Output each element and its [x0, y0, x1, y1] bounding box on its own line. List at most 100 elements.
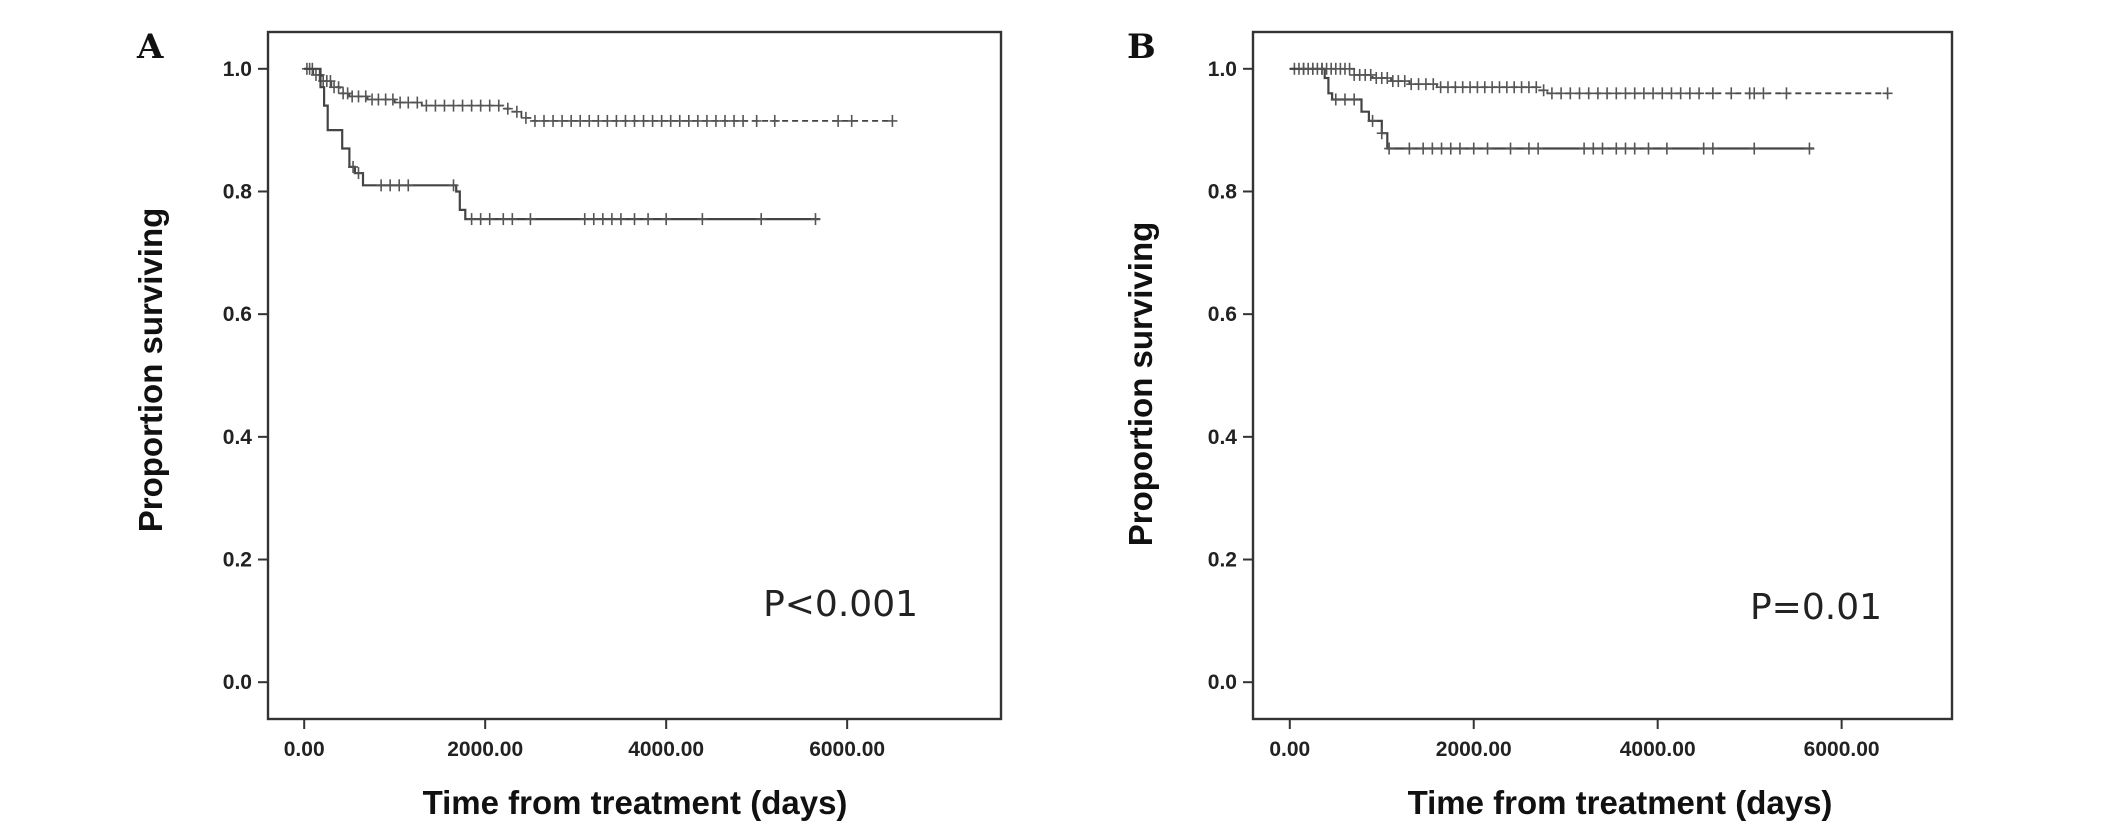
- censor-mark: [1382, 72, 1393, 85]
- y-tick-label: 0.8: [223, 180, 253, 203]
- censor-mark: [575, 114, 586, 127]
- y-tick-label: 0.6: [223, 303, 252, 326]
- y-tick-label: 0.2: [223, 549, 252, 572]
- censor-mark: [665, 114, 676, 127]
- panel-b-x-ticks: 0.00 2000.00 4000.00 6000.00: [1269, 719, 1880, 761]
- censor-mark: [710, 114, 721, 127]
- censor-mark: [1707, 142, 1718, 155]
- censor-mark: [1684, 87, 1695, 100]
- y-tick-label: 0.0: [1208, 671, 1237, 694]
- censor-mark: [1620, 87, 1631, 100]
- censor-mark: [606, 213, 617, 226]
- censor-mark: [1726, 87, 1737, 100]
- censor-mark: [1707, 87, 1718, 100]
- censor-mark: [602, 114, 613, 127]
- censor-mark: [1597, 142, 1608, 155]
- censor-mark: [1629, 87, 1640, 100]
- x-tick-label: 6000.00: [809, 738, 885, 761]
- censor-mark: [1298, 62, 1309, 75]
- censor-mark: [1538, 84, 1549, 97]
- censor-mark: [507, 213, 518, 226]
- censor-mark: [1330, 93, 1341, 106]
- censor-mark: [360, 90, 371, 103]
- censor-mark: [1505, 142, 1516, 155]
- censor-mark: [439, 99, 450, 112]
- censor-mark: [1365, 68, 1376, 81]
- censor-mark: [719, 114, 730, 127]
- censor-mark: [387, 93, 398, 106]
- censor-mark: [738, 114, 749, 127]
- censor-mark: [1307, 62, 1318, 75]
- censor-mark: [539, 114, 550, 127]
- censor-mark: [638, 114, 649, 127]
- censor-mark: [683, 114, 694, 127]
- censor-mark: [1574, 87, 1585, 100]
- censor-mark: [1531, 81, 1542, 94]
- censor-mark: [579, 213, 590, 226]
- censor-mark: [1482, 142, 1493, 155]
- censor-mark: [1445, 142, 1456, 155]
- censor-mark: [412, 96, 423, 109]
- panel-b-series: [1289, 62, 1893, 155]
- censor-mark: [1384, 142, 1395, 155]
- censor-mark: [1533, 142, 1544, 155]
- censor-mark: [643, 213, 654, 226]
- x-tick-label: 2000.00: [1436, 738, 1512, 761]
- x-tick-label: 6000.00: [1804, 738, 1880, 761]
- censor-mark: [1661, 142, 1672, 155]
- censor-mark: [520, 111, 531, 124]
- censor-mark: [656, 114, 667, 127]
- censor-mark: [548, 114, 559, 127]
- censor-mark: [1781, 87, 1792, 100]
- censor-mark: [1349, 93, 1360, 106]
- censor-mark: [846, 114, 857, 127]
- censor-mark: [1602, 87, 1613, 100]
- censor-mark: [1454, 142, 1465, 155]
- censor-mark: [1804, 142, 1815, 155]
- panel-b-x-axis-label: Time from treatment (days): [1408, 784, 1833, 821]
- censor-mark: [511, 105, 522, 118]
- panel-a-series: [301, 62, 898, 226]
- censor-mark: [353, 167, 364, 180]
- censor-mark: [1367, 114, 1378, 127]
- censor-mark: [484, 213, 495, 226]
- censor-mark: [1648, 87, 1659, 100]
- censor-mark: [466, 99, 477, 112]
- censor-mark: [1436, 142, 1447, 155]
- panel-a-p-value: P<0.001: [763, 584, 918, 625]
- x-tick-label: 0.00: [1269, 738, 1310, 761]
- censor-mark: [1376, 127, 1387, 140]
- survival-curve-solid: [1289, 67, 1814, 150]
- x-tick-label: 2000.00: [447, 738, 523, 761]
- censor-mark: [1694, 87, 1705, 100]
- censor-mark: [1546, 87, 1557, 100]
- y-tick-label: 0.0: [223, 671, 252, 694]
- censor-mark: [557, 114, 568, 127]
- censor-mark: [566, 114, 577, 127]
- panel-a-y-ticks: 0.0 0.2 0.4 0.6 0.8 1.0: [223, 58, 268, 694]
- panel-a-plot-frame: [266, 30, 1003, 721]
- panel-a-x-ticks: 0.00 2000.00 4000.00 6000.00: [284, 719, 885, 761]
- censor-mark: [1583, 87, 1594, 100]
- censor-mark: [525, 213, 536, 226]
- censor-mark: [692, 114, 703, 127]
- censor-mark: [1657, 87, 1668, 100]
- censor-mark: [1611, 87, 1622, 100]
- censor-mark: [887, 114, 898, 127]
- censor-mark: [376, 179, 387, 192]
- censor-mark: [484, 99, 495, 112]
- panel-b-y-ticks: 0.0 0.2 0.4 0.6 0.8 1.0: [1208, 58, 1253, 694]
- censor-mark: [1629, 142, 1640, 155]
- censor-mark: [529, 114, 540, 127]
- censor-mark: [1404, 142, 1415, 155]
- censor-mark: [769, 114, 780, 127]
- survival-curve-solid: [304, 67, 820, 221]
- censor-mark: [833, 114, 844, 127]
- censor-mark: [1638, 87, 1649, 100]
- censor-mark: [394, 179, 405, 192]
- censor-mark: [1468, 142, 1479, 155]
- y-tick-label: 1.0: [223, 58, 252, 81]
- y-tick-label: 0.8: [1208, 180, 1238, 203]
- censor-mark: [493, 99, 504, 112]
